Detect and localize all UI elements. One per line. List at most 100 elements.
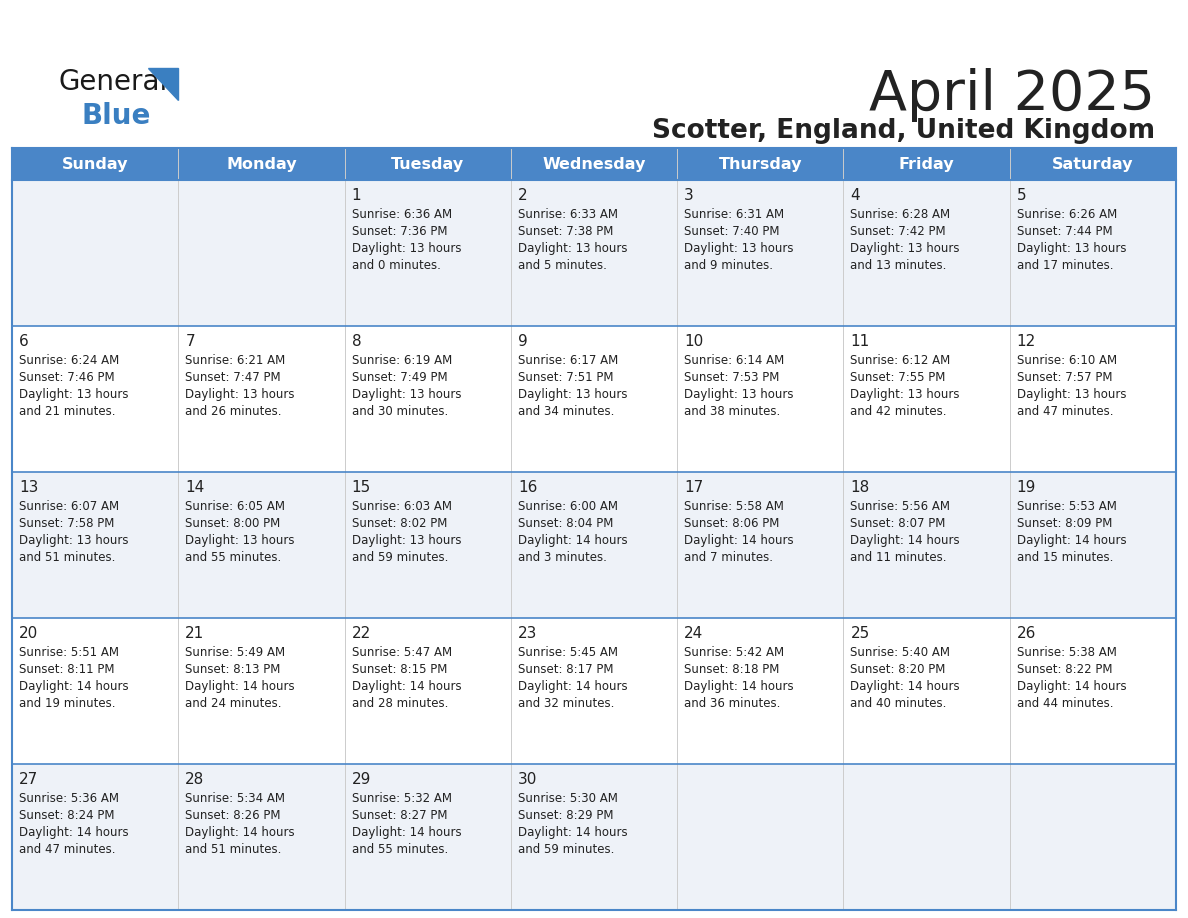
Text: Sunset: 7:51 PM: Sunset: 7:51 PM	[518, 371, 613, 384]
Bar	[677, 472, 843, 618]
Text: Daylight: 13 hours: Daylight: 13 hours	[19, 388, 128, 401]
Text: Sunrise: 5:51 AM: Sunrise: 5:51 AM	[19, 646, 119, 659]
Text: Daylight: 13 hours: Daylight: 13 hours	[1017, 388, 1126, 401]
Text: 8: 8	[352, 334, 361, 349]
Text: Sunrise: 6:14 AM: Sunrise: 6:14 AM	[684, 354, 784, 367]
Text: 12: 12	[1017, 334, 1036, 349]
Text: and 5 minutes.: and 5 minutes.	[518, 259, 607, 272]
Text: and 9 minutes.: and 9 minutes.	[684, 259, 773, 272]
Text: Sunset: 8:09 PM: Sunset: 8:09 PM	[1017, 517, 1112, 530]
Text: and 38 minutes.: and 38 minutes.	[684, 405, 781, 418]
Text: 10: 10	[684, 334, 703, 349]
Text: and 13 minutes.: and 13 minutes.	[851, 259, 947, 272]
Text: and 55 minutes.: and 55 minutes.	[352, 843, 448, 856]
Text: Scotter, England, United Kingdom: Scotter, England, United Kingdom	[652, 118, 1155, 144]
Text: Daylight: 14 hours: Daylight: 14 hours	[1017, 534, 1126, 547]
Text: Sunset: 7:49 PM: Sunset: 7:49 PM	[352, 371, 447, 384]
Text: Sunrise: 5:42 AM: Sunrise: 5:42 AM	[684, 646, 784, 659]
Bar	[511, 326, 677, 472]
Bar	[677, 180, 843, 326]
Text: Saturday: Saturday	[1053, 156, 1133, 172]
Text: Daylight: 14 hours: Daylight: 14 hours	[684, 680, 794, 693]
Text: Sunset: 7:36 PM: Sunset: 7:36 PM	[352, 225, 447, 238]
Text: Sunrise: 6:24 AM: Sunrise: 6:24 AM	[19, 354, 119, 367]
Text: Sunset: 7:46 PM: Sunset: 7:46 PM	[19, 371, 114, 384]
Bar	[511, 472, 677, 618]
Bar	[843, 326, 1010, 472]
Text: and 17 minutes.: and 17 minutes.	[1017, 259, 1113, 272]
Text: 24: 24	[684, 626, 703, 641]
Text: and 32 minutes.: and 32 minutes.	[518, 697, 614, 710]
Bar	[12, 764, 178, 910]
Bar	[12, 472, 178, 618]
Text: Sunrise: 6:00 AM: Sunrise: 6:00 AM	[518, 500, 618, 513]
Text: Sunrise: 5:58 AM: Sunrise: 5:58 AM	[684, 500, 784, 513]
Text: Daylight: 14 hours: Daylight: 14 hours	[684, 534, 794, 547]
Text: and 51 minutes.: and 51 minutes.	[185, 843, 282, 856]
Text: Daylight: 13 hours: Daylight: 13 hours	[518, 242, 627, 255]
Text: Daylight: 14 hours: Daylight: 14 hours	[851, 680, 960, 693]
Text: 6: 6	[19, 334, 29, 349]
Bar	[345, 764, 511, 910]
Text: Tuesday: Tuesday	[391, 156, 465, 172]
Bar	[843, 472, 1010, 618]
Text: Sunset: 7:38 PM: Sunset: 7:38 PM	[518, 225, 613, 238]
Text: Sunrise: 5:30 AM: Sunrise: 5:30 AM	[518, 792, 618, 805]
Bar	[1010, 326, 1176, 472]
Text: Sunset: 8:27 PM: Sunset: 8:27 PM	[352, 809, 447, 822]
Bar	[12, 326, 178, 472]
Text: 17: 17	[684, 480, 703, 495]
Text: and 15 minutes.: and 15 minutes.	[1017, 551, 1113, 564]
Bar	[12, 180, 178, 326]
Text: Sunrise: 5:36 AM: Sunrise: 5:36 AM	[19, 792, 119, 805]
Text: Sunrise: 6:28 AM: Sunrise: 6:28 AM	[851, 208, 950, 221]
Text: Sunrise: 5:56 AM: Sunrise: 5:56 AM	[851, 500, 950, 513]
Bar	[677, 618, 843, 764]
Text: 7: 7	[185, 334, 195, 349]
Text: Sunset: 8:07 PM: Sunset: 8:07 PM	[851, 517, 946, 530]
Bar	[345, 472, 511, 618]
Text: Sunset: 8:17 PM: Sunset: 8:17 PM	[518, 663, 613, 676]
Bar	[178, 180, 345, 326]
Text: Blue: Blue	[82, 102, 151, 130]
Text: Sunset: 7:58 PM: Sunset: 7:58 PM	[19, 517, 114, 530]
Text: Daylight: 14 hours: Daylight: 14 hours	[518, 534, 627, 547]
Text: Daylight: 14 hours: Daylight: 14 hours	[518, 826, 627, 839]
Text: Sunrise: 5:34 AM: Sunrise: 5:34 AM	[185, 792, 285, 805]
Text: Sunrise: 5:45 AM: Sunrise: 5:45 AM	[518, 646, 618, 659]
Text: 27: 27	[19, 772, 38, 787]
Bar	[843, 764, 1010, 910]
Text: and 19 minutes.: and 19 minutes.	[19, 697, 115, 710]
Text: Sunset: 8:02 PM: Sunset: 8:02 PM	[352, 517, 447, 530]
Bar	[1010, 180, 1176, 326]
Text: Sunset: 8:13 PM: Sunset: 8:13 PM	[185, 663, 280, 676]
Bar	[511, 764, 677, 910]
Text: Sunset: 7:44 PM: Sunset: 7:44 PM	[1017, 225, 1112, 238]
Text: Sunset: 7:55 PM: Sunset: 7:55 PM	[851, 371, 946, 384]
Text: and 7 minutes.: and 7 minutes.	[684, 551, 773, 564]
Text: and 24 minutes.: and 24 minutes.	[185, 697, 282, 710]
Text: Sunday: Sunday	[62, 156, 128, 172]
Text: and 55 minutes.: and 55 minutes.	[185, 551, 282, 564]
Text: Sunset: 8:15 PM: Sunset: 8:15 PM	[352, 663, 447, 676]
Text: 28: 28	[185, 772, 204, 787]
Text: and 42 minutes.: and 42 minutes.	[851, 405, 947, 418]
Text: 1: 1	[352, 188, 361, 203]
Bar	[345, 326, 511, 472]
Text: Daylight: 14 hours: Daylight: 14 hours	[352, 680, 461, 693]
Text: 30: 30	[518, 772, 537, 787]
Text: Sunrise: 6:19 AM: Sunrise: 6:19 AM	[352, 354, 451, 367]
Text: Sunrise: 5:32 AM: Sunrise: 5:32 AM	[352, 792, 451, 805]
Bar	[843, 180, 1010, 326]
Text: Monday: Monday	[226, 156, 297, 172]
Text: and 11 minutes.: and 11 minutes.	[851, 551, 947, 564]
Text: and 3 minutes.: and 3 minutes.	[518, 551, 607, 564]
Text: 15: 15	[352, 480, 371, 495]
Text: General: General	[58, 68, 168, 96]
Text: 9: 9	[518, 334, 527, 349]
Text: April 2025: April 2025	[868, 68, 1155, 122]
Text: Sunrise: 6:26 AM: Sunrise: 6:26 AM	[1017, 208, 1117, 221]
Text: 16: 16	[518, 480, 537, 495]
Text: 13: 13	[19, 480, 38, 495]
Text: Thursday: Thursday	[719, 156, 802, 172]
